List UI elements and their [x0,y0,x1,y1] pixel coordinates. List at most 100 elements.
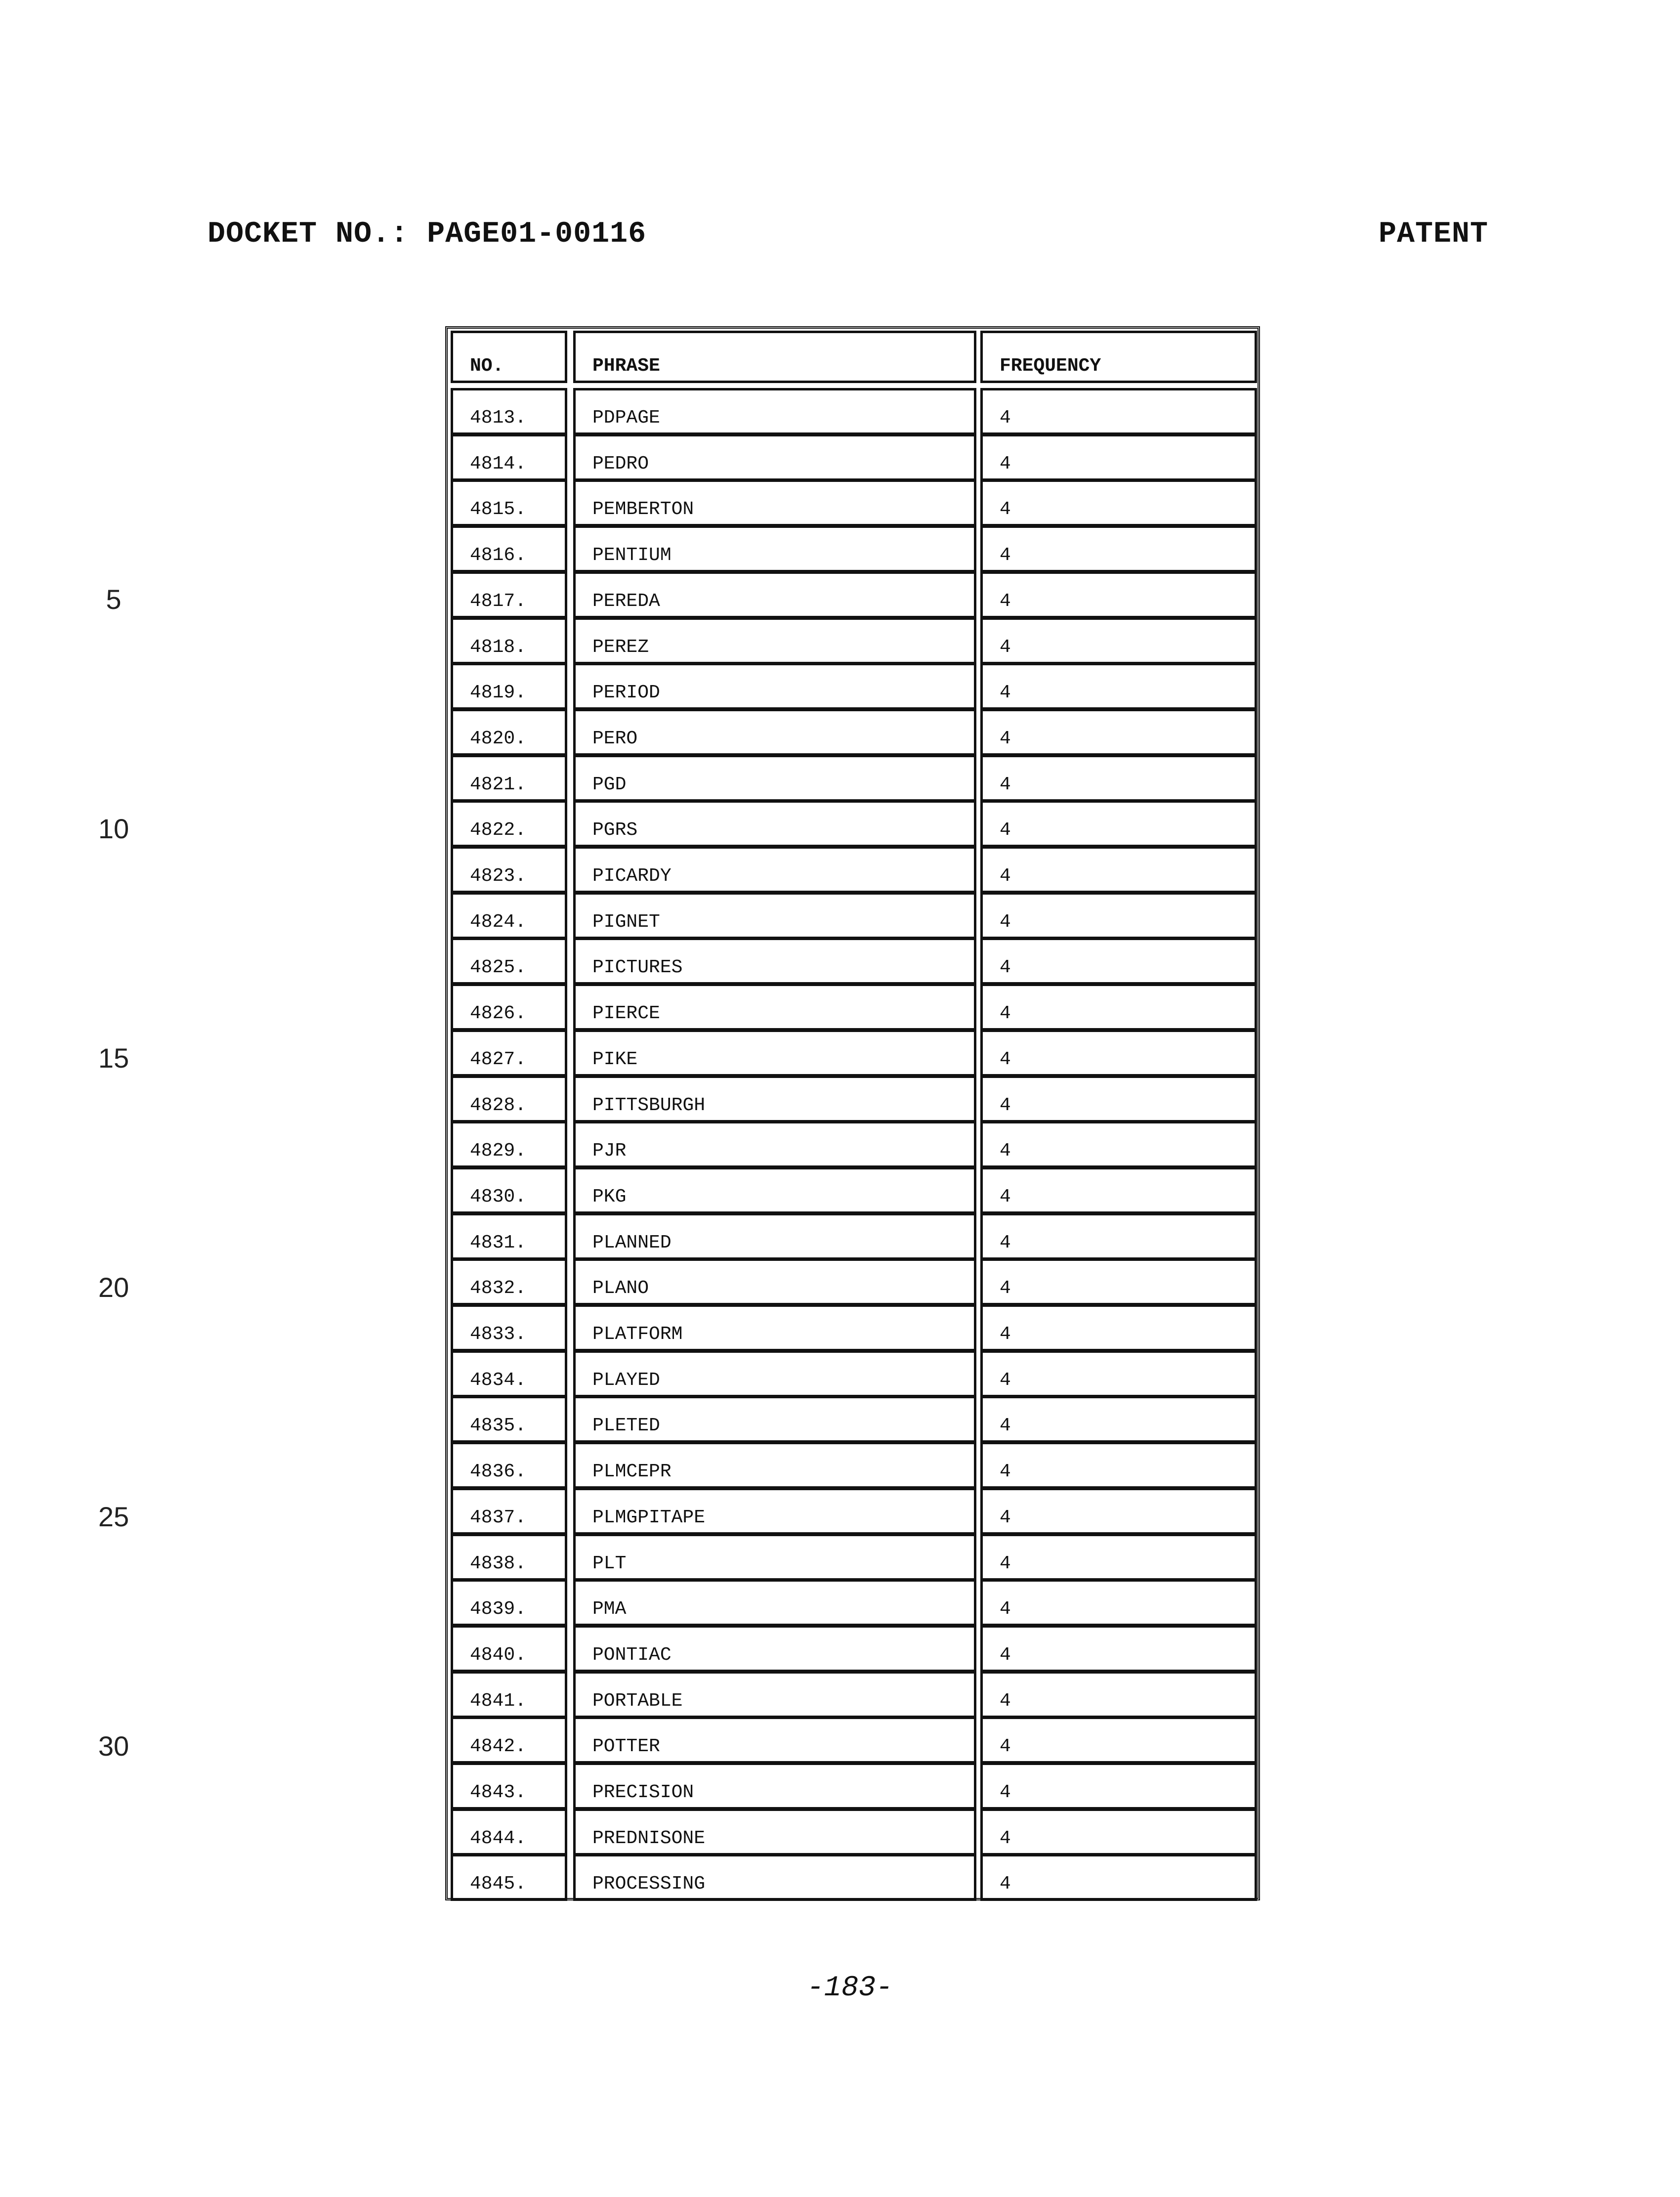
row-number: 4824. [451,892,567,939]
frequency: 4 [980,755,1257,802]
frequency: 4 [980,984,1257,1031]
row-number: 4834. [451,1350,567,1397]
phrase-header: PHRASE [573,331,976,383]
row-number: 4816. [451,525,567,572]
phrase: PONTIAC [573,1625,976,1672]
row-number: 4838. [451,1534,567,1581]
row-number: 4836. [451,1442,567,1489]
document-type: PATENT [1379,217,1488,251]
frequency: 4 [980,1350,1257,1397]
frequency: 4 [980,1809,1257,1855]
phrase: PLT [573,1534,976,1581]
page-number: -183- [800,1972,899,2004]
row-number: 4845. [451,1854,567,1901]
frequency: 4 [980,617,1257,664]
frequency: 4 [980,1763,1257,1809]
row-number: 4819. [451,663,567,710]
phrase: PLANNED [573,1213,976,1260]
frequency: 4 [980,1213,1257,1260]
phrase: PLATFORM [573,1304,976,1351]
row-number: 4820. [451,709,567,756]
frequency: 4 [980,1304,1257,1351]
frequency: 4 [980,434,1257,481]
phrase: PDPAGE [573,388,976,435]
row-number: 4826. [451,984,567,1031]
row-number: 4818. [451,617,567,664]
row-number: 4842. [451,1717,567,1764]
phrase: PJR [573,1121,976,1168]
frequency: 4 [980,1625,1257,1672]
frequency: 4 [980,800,1257,847]
row-number: 4829. [451,1121,567,1168]
row-number: 4822. [451,800,567,847]
row-number: 4814. [451,434,567,481]
frequency: 4 [980,1717,1257,1764]
frequency: 4 [980,1534,1257,1581]
phrase: PKG [573,1167,976,1214]
row-number: 4831. [451,1213,567,1260]
frequency: 4 [980,663,1257,710]
phrase: PICARDY [573,846,976,893]
frequency: 4 [980,1121,1257,1168]
phrase: PREDNISONE [573,1809,976,1855]
row-number: 4833. [451,1304,567,1351]
frequency: 4 [980,388,1257,435]
phrase: PMA [573,1579,976,1626]
frequency: 4 [980,479,1257,526]
row-number: 4832. [451,1258,567,1305]
line-number: 20 [94,1271,133,1303]
phrase: PGRS [573,800,976,847]
phrase: PIKE [573,1030,976,1077]
frequency: 4 [980,1579,1257,1626]
row-number: 4817. [451,571,567,618]
phrase: PLANO [573,1258,976,1305]
phrase: PORTABLE [573,1671,976,1718]
line-number: 30 [94,1730,133,1762]
frequency: 4 [980,571,1257,618]
frequency: 4 [980,1167,1257,1214]
frequency: 4 [980,938,1257,985]
line-number: 15 [94,1042,133,1074]
row-number: 4839. [451,1579,567,1626]
frequency: 4 [980,1442,1257,1489]
frequency: 4 [980,1396,1257,1443]
row-number: 4828. [451,1076,567,1122]
frequency: 4 [980,525,1257,572]
frequency: 4 [980,1258,1257,1305]
phrase: PEREZ [573,617,976,664]
phrase: PLETED [573,1396,976,1443]
row-number: 4837. [451,1488,567,1535]
phrase: PEMBERTON [573,479,976,526]
row-number: 4830. [451,1167,567,1214]
row-number: 4821. [451,755,567,802]
row-number: 4843. [451,1763,567,1809]
row-number: 4827. [451,1030,567,1077]
phrase: PICTURES [573,938,976,985]
phrase: PRECISION [573,1763,976,1809]
phrase: PROCESSING [573,1854,976,1901]
frequency-header: FREQUENCY [980,331,1257,383]
line-number: 5 [94,583,133,615]
phrase: PITTSBURGH [573,1076,976,1122]
frequency: 4 [980,892,1257,939]
phrase: PERIOD [573,663,976,710]
docket-number: DOCKET NO.: PAGE01-00116 [208,217,646,251]
phrase: PLAYED [573,1350,976,1397]
row-number: 4840. [451,1625,567,1672]
line-number: 25 [94,1501,133,1533]
phrase: PIGNET [573,892,976,939]
row-number: 4825. [451,938,567,985]
frequency: 4 [980,1488,1257,1535]
row-number: 4841. [451,1671,567,1718]
no-header: NO. [451,331,567,383]
phrase: PLMGPITAPE [573,1488,976,1535]
line-number: 10 [94,813,133,845]
row-number: 4815. [451,479,567,526]
frequency: 4 [980,1854,1257,1901]
row-number: 4823. [451,846,567,893]
frequency: 4 [980,846,1257,893]
phrase: POTTER [573,1717,976,1764]
phrase: PEREDA [573,571,976,618]
phrase: PIERCE [573,984,976,1031]
row-number: 4813. [451,388,567,435]
